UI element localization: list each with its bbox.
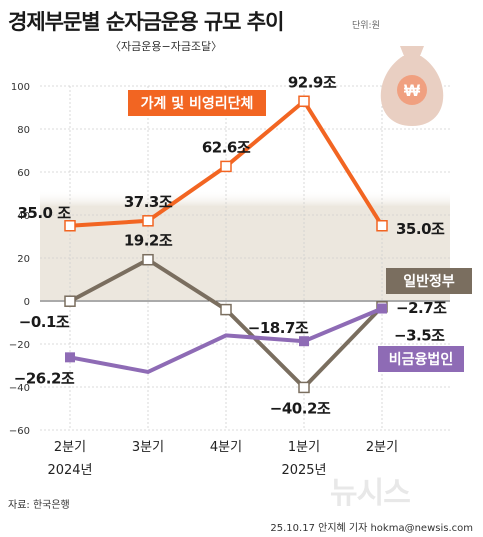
y-tick-label: 40 [17, 211, 30, 222]
x-tick-label: 3분기 [132, 440, 164, 455]
data-label: 19.2조 [124, 232, 173, 250]
series-marker [220, 160, 232, 173]
data-label: −3.5조 [394, 327, 445, 345]
series-marker [65, 352, 75, 363]
y-tick-label: −60 [9, 426, 30, 437]
x-tick-label: 4분기 [210, 440, 242, 455]
x-year-label: 2025년 [281, 463, 326, 478]
data-label: −40.2조 [270, 399, 331, 417]
data-label: −26.2조 [14, 369, 75, 387]
series-marker [142, 215, 154, 227]
series-marker [64, 220, 76, 232]
money-bag-icon: ₩ [380, 46, 444, 126]
y-tick-label: 60 [17, 168, 30, 179]
series-marker [64, 295, 76, 307]
data-label: −18.7조 [248, 319, 309, 337]
source-note: 자료: 한국은행 [8, 500, 70, 511]
y-tick-label: −20 [9, 340, 30, 351]
x-year-label: 2024년 [47, 463, 92, 478]
x-tick-label: 2분기 [366, 440, 398, 455]
chart-subtitle: 〈자금운용−자금조달〉 [110, 40, 223, 53]
chart-title: 경제부문별 순자금운용 규모 추이 [8, 10, 284, 34]
y-tick-label: 100 [11, 82, 30, 93]
series-marker [298, 95, 310, 108]
axis-layer: 100 80 60 40 20 0 −20 −40 −60 2분기 2024년 3분기 4분기 1분기 20… [9, 82, 398, 478]
y-tick-label: −40 [9, 383, 30, 394]
newsis-watermark-logo: 뉴시스 [330, 476, 411, 511]
y-tick-label: 0 [24, 297, 30, 308]
data-label: −2.7조 [396, 299, 447, 317]
series-marker [220, 303, 232, 316]
credit-line: 25.10.17 안지혜 기자 hokma@newsis.com [270, 523, 473, 534]
data-label: 35.0 조 [17, 204, 71, 222]
svg-text:₩: ₩ [404, 81, 421, 100]
series-marker [299, 336, 309, 347]
y-tick-label: 20 [17, 254, 30, 265]
series-marker [142, 253, 154, 266]
series-marker [376, 220, 388, 232]
x-tick-label: 1분기 [288, 440, 320, 455]
series-marker [298, 381, 310, 394]
series-layer [64, 95, 388, 394]
label-layer: 35.0 조 37.3조 62.6조 92.9조 35.0조 −0.1조 19.2조 −40.… [14, 73, 448, 417]
legend-label-1: 일반정부 [403, 273, 455, 290]
legend-label-0: 가계 및 비영리단체 [141, 95, 254, 112]
legend-label-2: 비금융법인 [389, 351, 453, 368]
unit-label: 단위:원 [352, 21, 380, 31]
y-tick-label: 80 [17, 125, 30, 136]
series-line-2 [69, 306, 383, 375]
legend-box-2 [378, 346, 464, 372]
data-label: 37.3조 [124, 193, 173, 211]
legend-box-0 [128, 90, 266, 116]
x-tick-label: 2분기 [54, 440, 86, 455]
series-marker [377, 303, 387, 314]
data-label: 62.6조 [202, 138, 251, 156]
legend-box-1 [386, 268, 472, 294]
data-label: 92.9조 [288, 73, 337, 91]
data-label: 35.0조 [396, 220, 445, 238]
data-label: −0.1조 [19, 313, 70, 331]
